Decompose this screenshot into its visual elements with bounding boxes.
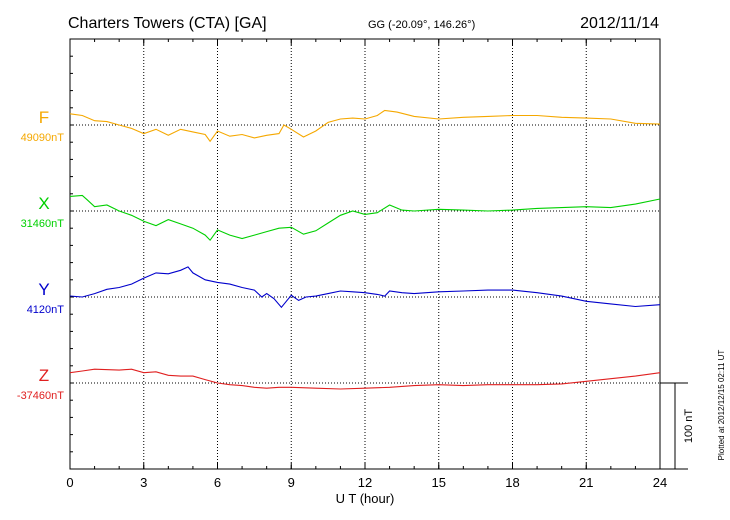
series-name-f: F [39, 108, 49, 127]
series-labels: F 49090nT X 31460nT Y 4120nT Z -37460nT [17, 108, 64, 402]
scale-bar: 100 nT [660, 382, 695, 470]
plot-frame [69, 38, 661, 470]
series-baseline-value-z: -37460nT [17, 390, 64, 402]
x-axis-label: U T (hour) [336, 491, 395, 506]
scale-bar-label: 100 nT [683, 409, 695, 444]
series-line-z [69, 368, 661, 390]
plotted-timestamp: Plotted at 2012/12/15 02:11 UT [717, 350, 726, 461]
x-tick-label: 6 [214, 475, 221, 490]
series-baseline-value-y: 4120nT [27, 304, 65, 316]
chart-date: 2012/11/14 [580, 15, 659, 32]
x-tick-label: 18 [505, 475, 519, 490]
baselines [70, 124, 660, 384]
x-tick-label: 0 [66, 475, 73, 490]
series-line-x [69, 194, 661, 242]
grid [143, 39, 587, 469]
station-coordinates: GG (-20.09°, 146.26°) [368, 19, 475, 31]
series-name-y: Y [38, 280, 49, 299]
x-tick-label: 15 [432, 475, 446, 490]
series-baseline-value-f: 49090nT [21, 132, 65, 144]
series-line-f [69, 109, 661, 143]
series-name-z: Z [39, 366, 49, 385]
x-tick-label: 12 [358, 475, 372, 490]
x-axis-ticks: 0 3 6 9 12 15 18 21 24 [66, 38, 667, 490]
x-tick-label: 3 [140, 475, 147, 490]
station-title: Charters Towers (CTA) [GA] [68, 15, 267, 32]
series-group [69, 109, 661, 390]
series-baseline-value-x: 31460nT [21, 218, 65, 230]
x-tick-label: 24 [653, 475, 667, 490]
x-tick-label: 21 [579, 475, 593, 490]
x-tick-label: 9 [288, 475, 295, 490]
series-name-x: X [38, 194, 49, 213]
series-line-y [69, 266, 661, 309]
